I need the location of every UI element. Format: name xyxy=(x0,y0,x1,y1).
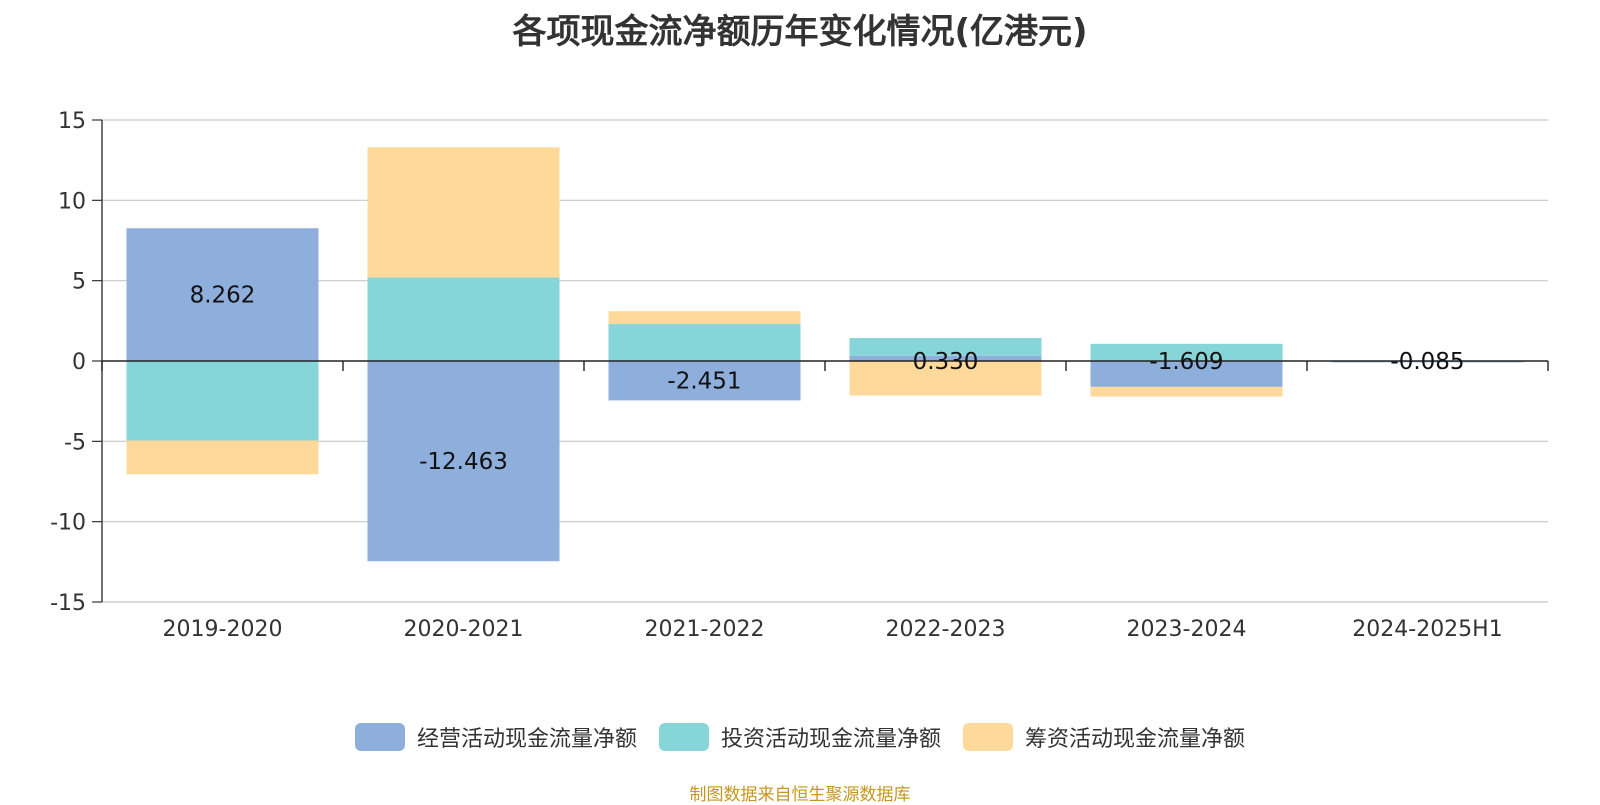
x-tick-label: 2021-2022 xyxy=(645,617,765,642)
legend-item-investing[interactable]: 投资活动现金流量净额 xyxy=(658,721,941,753)
bar-financing xyxy=(608,311,801,325)
chart-title: 各项现金流净额历年变化情况(亿港元) xyxy=(512,12,1088,52)
x-tick-label: 2024-2025H1 xyxy=(1352,617,1502,642)
y-tick-label: -10 xyxy=(50,511,86,536)
bar-financing xyxy=(849,361,1042,396)
bar-investing xyxy=(849,338,1042,356)
bar-operating xyxy=(126,228,319,361)
grid-layer xyxy=(102,119,1548,603)
bar-operating xyxy=(608,361,801,401)
bar-operating xyxy=(367,361,560,562)
x-tick-label: 2022-2023 xyxy=(886,617,1006,642)
legend-swatch-investing xyxy=(658,723,709,751)
y-tick-label: 5 xyxy=(72,270,86,295)
y-tick-label: 0 xyxy=(72,350,86,375)
bar-financing xyxy=(367,147,560,278)
bar-operating xyxy=(849,355,1042,361)
axis-layer: 15 10 5 0 -5 -10 -15 2019-2020 2020-2021 2021-202… xyxy=(50,109,1549,642)
y-tick-label: 15 xyxy=(58,109,86,134)
bar-investing xyxy=(608,324,801,361)
data-label-operating: 8.262 xyxy=(190,283,256,309)
bar-operating xyxy=(1090,361,1283,387)
legend-item-financing[interactable]: 筹资活动现金流量净额 xyxy=(963,721,1245,753)
legend-item-operating[interactable]: 经营活动现金流量净额 xyxy=(354,721,637,753)
data-label-operating: -1.609 xyxy=(1149,349,1223,375)
legend-swatch-operating xyxy=(354,723,405,751)
legend-swatch-financing xyxy=(963,723,1013,751)
data-label-operating: -0.085 xyxy=(1390,349,1464,375)
x-tick-label: 2020-2021 xyxy=(404,617,524,642)
bar-investing xyxy=(1090,343,1283,361)
legend-label-financing: 筹资活动现金流量净额 xyxy=(1025,727,1246,752)
bar-financing xyxy=(1090,386,1283,397)
legend-label-operating: 经营活动现金流量净额 xyxy=(416,727,637,752)
bar-financing xyxy=(126,440,319,475)
data-label-layer: 8.262 -12.463 -2.451 0.330 -1.609 -0.085 xyxy=(190,283,1465,475)
bar-layer xyxy=(126,147,1524,562)
x-tick-label: 2023-2024 xyxy=(1127,617,1247,642)
source-note: 制图数据来自恒生聚源数据库 xyxy=(689,785,911,805)
legend: 经营活动现金流量净额 投资活动现金流量净额 筹资活动现金流量净额 xyxy=(0,720,1600,754)
data-label-operating: -12.463 xyxy=(419,449,508,475)
x-tick-label: 2019-2020 xyxy=(163,617,283,642)
data-label-operating: -2.451 xyxy=(667,369,741,395)
data-label-operating: 0.330 xyxy=(913,349,979,375)
bar-investing xyxy=(367,277,560,361)
legend-label-investing: 投资活动现金流量净额 xyxy=(720,727,941,752)
bar-investing xyxy=(126,361,319,441)
y-tick-label: 10 xyxy=(58,189,86,214)
y-tick-label: -15 xyxy=(50,591,86,616)
y-tick-label: -5 xyxy=(64,430,86,455)
